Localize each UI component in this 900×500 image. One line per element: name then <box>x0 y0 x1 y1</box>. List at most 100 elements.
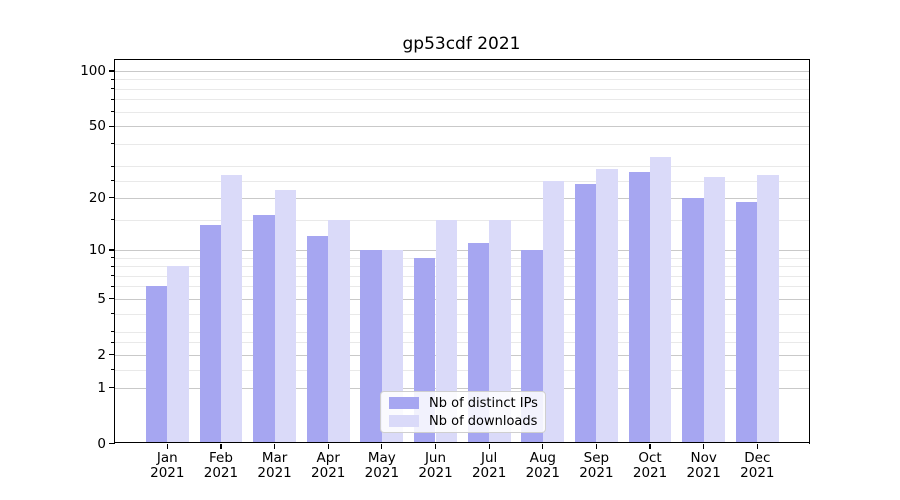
y-tick-mark <box>108 249 114 251</box>
spine-top <box>113 59 810 61</box>
legend-item-downloads: Nb of downloads <box>387 414 539 429</box>
bar-distinct-ips-mar <box>253 214 275 444</box>
bar-downloads-dec <box>757 174 779 444</box>
y-tick-mark <box>108 70 114 72</box>
gridline-minor <box>113 331 810 333</box>
bar-distinct-ips-may <box>360 249 382 444</box>
gridline-minor <box>113 79 810 81</box>
x-tick-mark <box>381 443 383 449</box>
legend-label-distinct-ips: Nb of distinct IPs <box>429 395 538 411</box>
y-tick-mark <box>108 386 114 389</box>
x-tick-mark <box>488 443 490 449</box>
x-tick-mark <box>220 443 222 449</box>
x-tick-label-sep: Sep 2021 <box>579 449 614 481</box>
x-tick-label-aug: Aug 2021 <box>525 449 560 481</box>
y-minor-tick-mark <box>110 285 114 287</box>
y-minor-tick-mark <box>110 78 114 80</box>
gridline-minor <box>113 88 810 90</box>
x-tick-label-jun: Jun 2021 <box>418 449 453 481</box>
x-tick-mark <box>434 443 437 449</box>
y-tick-mark <box>108 354 114 356</box>
x-tick-mark <box>542 443 544 449</box>
bar-downloads-jun <box>435 219 457 444</box>
y-minor-tick-mark <box>110 341 114 343</box>
y-tick-label-1: 1 <box>97 379 106 396</box>
gridline-minor <box>113 219 810 221</box>
bar-downloads-aug <box>542 180 565 444</box>
x-tick-label-dec: Dec 2021 <box>740 449 775 481</box>
y-minor-tick-mark <box>110 143 114 145</box>
y-minor-tick-mark <box>110 265 114 267</box>
legend-label-downloads: Nb of downloads <box>429 413 538 429</box>
y-minor-tick-mark <box>110 275 114 277</box>
bar-distinct-ips-dec <box>735 201 758 444</box>
y-minor-tick-mark <box>110 180 114 182</box>
y-minor-tick-mark <box>110 219 114 221</box>
y-tick-label-50: 50 <box>88 118 106 135</box>
bar-distinct-ips-nov <box>682 197 704 444</box>
gridline-minor <box>113 180 810 182</box>
gridline-minor <box>113 257 810 259</box>
spine-bottom <box>113 442 810 444</box>
x-tick-label-nov: Nov 2021 <box>686 449 721 481</box>
y-tick-mark <box>108 442 114 445</box>
bar-downloads-mar <box>274 190 296 444</box>
y-tick-mark <box>108 197 114 199</box>
gridline-major <box>113 126 810 128</box>
y-minor-tick-mark <box>110 313 114 315</box>
bar-downloads-jul <box>489 219 511 444</box>
y-minor-tick-mark <box>110 165 114 167</box>
bar-downloads-nov <box>703 177 726 444</box>
gridline-major <box>113 354 810 356</box>
gridline-minor <box>113 275 810 277</box>
legend-swatch-distinct-ips <box>389 397 419 409</box>
bar-downloads-oct <box>650 156 672 444</box>
x-tick-mark <box>595 443 597 449</box>
legend-item-distinct-ips: Nb of distinct IPs <box>387 396 539 411</box>
gridline-minor <box>113 266 810 268</box>
y-tick-label-2: 2 <box>97 346 106 363</box>
x-tick-mark <box>703 443 705 449</box>
y-minor-tick-mark <box>110 331 114 333</box>
legend-swatch-downloads <box>389 415 419 427</box>
y-tick-label-20: 20 <box>88 189 106 206</box>
bar-downloads-feb <box>220 174 243 444</box>
y-tick-label-0: 0 <box>97 435 106 452</box>
x-tick-label-may: May 2021 <box>364 449 400 481</box>
gridline-minor <box>113 166 810 168</box>
gridline-minor <box>113 342 810 344</box>
gridline-minor <box>113 143 810 145</box>
y-minor-tick-mark <box>110 88 114 90</box>
gridline-minor <box>113 99 810 101</box>
bar-downloads-apr <box>328 219 350 444</box>
x-tick-mark <box>756 443 758 449</box>
x-tick-label-oct: Oct 2021 <box>632 449 668 481</box>
bar-distinct-ips-oct <box>628 171 651 444</box>
y-tick-label-100: 100 <box>80 63 106 79</box>
gridline-major <box>113 298 810 300</box>
gridline-major <box>113 71 810 72</box>
x-tick-mark <box>273 443 276 449</box>
y-minor-tick-mark <box>110 111 114 113</box>
x-tick-label-jul: Jul 2021 <box>471 449 507 481</box>
legend: Nb of distinct IPs Nb of downloads <box>380 391 546 433</box>
gridline-major <box>113 197 810 199</box>
bar-downloads-sep <box>596 168 618 444</box>
spine-right <box>808 59 810 444</box>
chart-title: gp53cdf 2021 <box>402 34 521 54</box>
y-minor-tick-mark <box>110 98 114 100</box>
gridline-minor <box>113 369 810 371</box>
bar-distinct-ips-apr <box>306 236 329 444</box>
x-tick-label-apr: Apr 2021 <box>311 449 346 481</box>
y-tick-mark <box>108 298 114 300</box>
x-tick-mark <box>649 443 651 449</box>
y-tick-label-10: 10 <box>88 241 106 258</box>
plot-area <box>113 59 810 444</box>
bar-downloads-jan <box>167 266 189 444</box>
bar-distinct-ips-sep <box>575 183 597 444</box>
x-tick-mark <box>166 443 168 449</box>
x-tick-label-mar: Mar 2021 <box>257 449 292 481</box>
x-tick-mark <box>327 443 329 449</box>
gridline-minor <box>113 313 810 315</box>
